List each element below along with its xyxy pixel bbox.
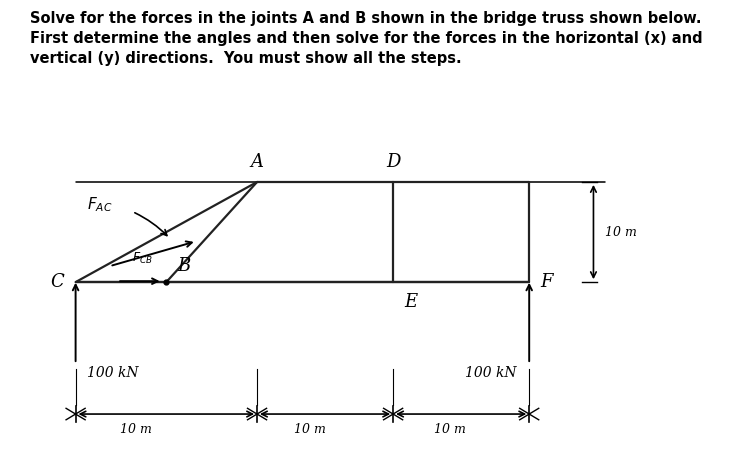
Text: C: C [51,273,64,291]
Text: B: B [178,257,191,275]
Text: 100 kN: 100 kN [465,366,516,380]
Text: Solve for the forces in the joints A and B shown in the bridge truss shown below: Solve for the forces in the joints A and… [30,11,703,66]
Text: 10 m: 10 m [605,226,637,238]
Text: A: A [250,152,264,171]
Text: 100 kN: 100 kN [87,366,138,380]
Text: $F_{AC}$: $F_{AC}$ [87,195,113,214]
Text: 10 m: 10 m [294,424,326,436]
Text: 10 m: 10 m [434,424,466,436]
Text: $F_{CB}$: $F_{CB}$ [132,251,153,266]
Text: F: F [541,273,553,291]
Text: E: E [404,293,417,312]
Text: 10 m: 10 m [120,424,152,436]
Text: D: D [386,152,401,171]
